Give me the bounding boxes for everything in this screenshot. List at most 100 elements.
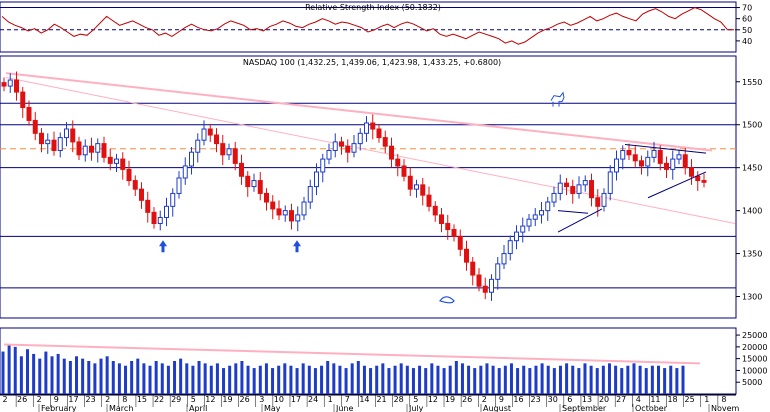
x-tick-label: 27	[616, 395, 626, 404]
candle-body	[314, 171, 319, 188]
volume-bar	[375, 365, 379, 394]
volume-bar	[160, 363, 164, 394]
volume-bar	[1, 351, 5, 394]
volume-bar	[154, 361, 158, 394]
candle-body	[426, 194, 432, 207]
volume-bar	[650, 365, 654, 394]
volume-bar	[552, 368, 556, 394]
volume-bar	[228, 365, 232, 394]
candle-body	[114, 158, 119, 164]
candle-body	[495, 263, 501, 280]
x-tick-label: 2	[2, 395, 7, 404]
price-tick-label: 1550	[742, 78, 762, 87]
candle-body	[357, 132, 363, 145]
candle-body	[207, 128, 213, 136]
volume-bar	[675, 368, 679, 394]
candle-body	[601, 192, 607, 207]
volume-bar	[614, 365, 618, 394]
candle-body	[645, 156, 651, 167]
candle-body	[320, 158, 326, 173]
volume-tick-label: 5000	[742, 378, 762, 387]
volume-bar	[117, 363, 121, 394]
candle-body	[95, 143, 101, 153]
rsi-tick-label: 50	[742, 26, 752, 35]
candle-body	[370, 122, 376, 130]
candle-body	[526, 218, 532, 227]
month-label: September	[562, 404, 607, 412]
volume-bar	[411, 368, 415, 394]
price-panel: 1550 1500 1450 1400 1350 1300	[0, 55, 762, 319]
volume-bar	[399, 363, 403, 394]
x-tick-label: 2	[105, 395, 110, 404]
candle-body	[420, 184, 426, 196]
month-label: May	[264, 404, 281, 412]
volume-tick-label: 25000	[742, 331, 767, 340]
candle-body	[45, 139, 51, 145]
x-tick-label: 5	[191, 395, 196, 404]
candle-body	[445, 223, 451, 231]
candle-body	[107, 156, 113, 164]
volume-bar	[656, 365, 660, 394]
candle-body	[520, 225, 526, 233]
volume-tick-label: 10000	[742, 366, 767, 375]
pattern-line	[557, 210, 589, 214]
volume-bar	[130, 361, 134, 394]
candle-body	[589, 180, 594, 199]
candle-body	[682, 154, 688, 169]
volume-bar	[81, 358, 85, 394]
volume-bar	[558, 365, 562, 394]
x-tick-label: 14	[359, 395, 369, 404]
volume-bar	[124, 365, 128, 394]
candle-body	[32, 119, 38, 134]
volume-bar	[209, 365, 213, 394]
price-tick-label: 1300	[742, 293, 762, 302]
volume-bar	[418, 365, 422, 394]
candle-body	[139, 188, 144, 201]
x-tick-label: 29	[171, 395, 181, 404]
candle-body	[164, 205, 169, 218]
candle-body	[251, 180, 257, 188]
volume-bar	[338, 365, 342, 394]
volume-bar	[185, 363, 189, 394]
candle-body	[582, 180, 588, 186]
volume-bar	[75, 356, 79, 394]
candle-body	[401, 165, 407, 177]
candle-body	[1, 82, 7, 87]
x-tick-label: 2	[37, 395, 42, 404]
x-tick-label: 5	[413, 395, 418, 404]
volume-bar	[203, 363, 207, 394]
volume-panel: 25000 20000 15000 10000 5000	[0, 327, 767, 395]
candle-body	[489, 278, 494, 293]
x-tick-label: 13	[582, 395, 592, 404]
volume-bar	[87, 361, 91, 394]
x-tick-label: 8	[122, 395, 127, 404]
x-tick-label: 12	[428, 395, 438, 404]
volume-bar	[644, 368, 648, 394]
volume-bar	[271, 368, 275, 394]
x-tick-label: 10	[274, 395, 284, 404]
volume-bar	[387, 368, 391, 394]
candle-body	[232, 148, 238, 164]
candle-body	[126, 168, 132, 182]
candle-body	[239, 162, 244, 177]
rsi-tick-label: 70	[742, 4, 752, 13]
volume-bar	[638, 365, 642, 394]
x-tick-label: 24	[308, 395, 318, 404]
candle-body	[470, 261, 476, 276]
volume-bar	[620, 368, 624, 394]
candle-body	[270, 201, 276, 210]
volume-bar	[626, 365, 630, 394]
candle-body	[382, 137, 388, 147]
volume-bar	[148, 365, 152, 394]
volume-bar	[601, 365, 605, 394]
candle-body	[395, 158, 401, 167]
volume-bar	[197, 361, 201, 394]
volume-bar	[448, 365, 452, 394]
volume-bar	[56, 353, 60, 394]
candle-body	[339, 141, 344, 147]
volume-bar	[332, 363, 336, 394]
volume-bar	[295, 368, 299, 394]
volume-trendline	[3, 343, 701, 365]
